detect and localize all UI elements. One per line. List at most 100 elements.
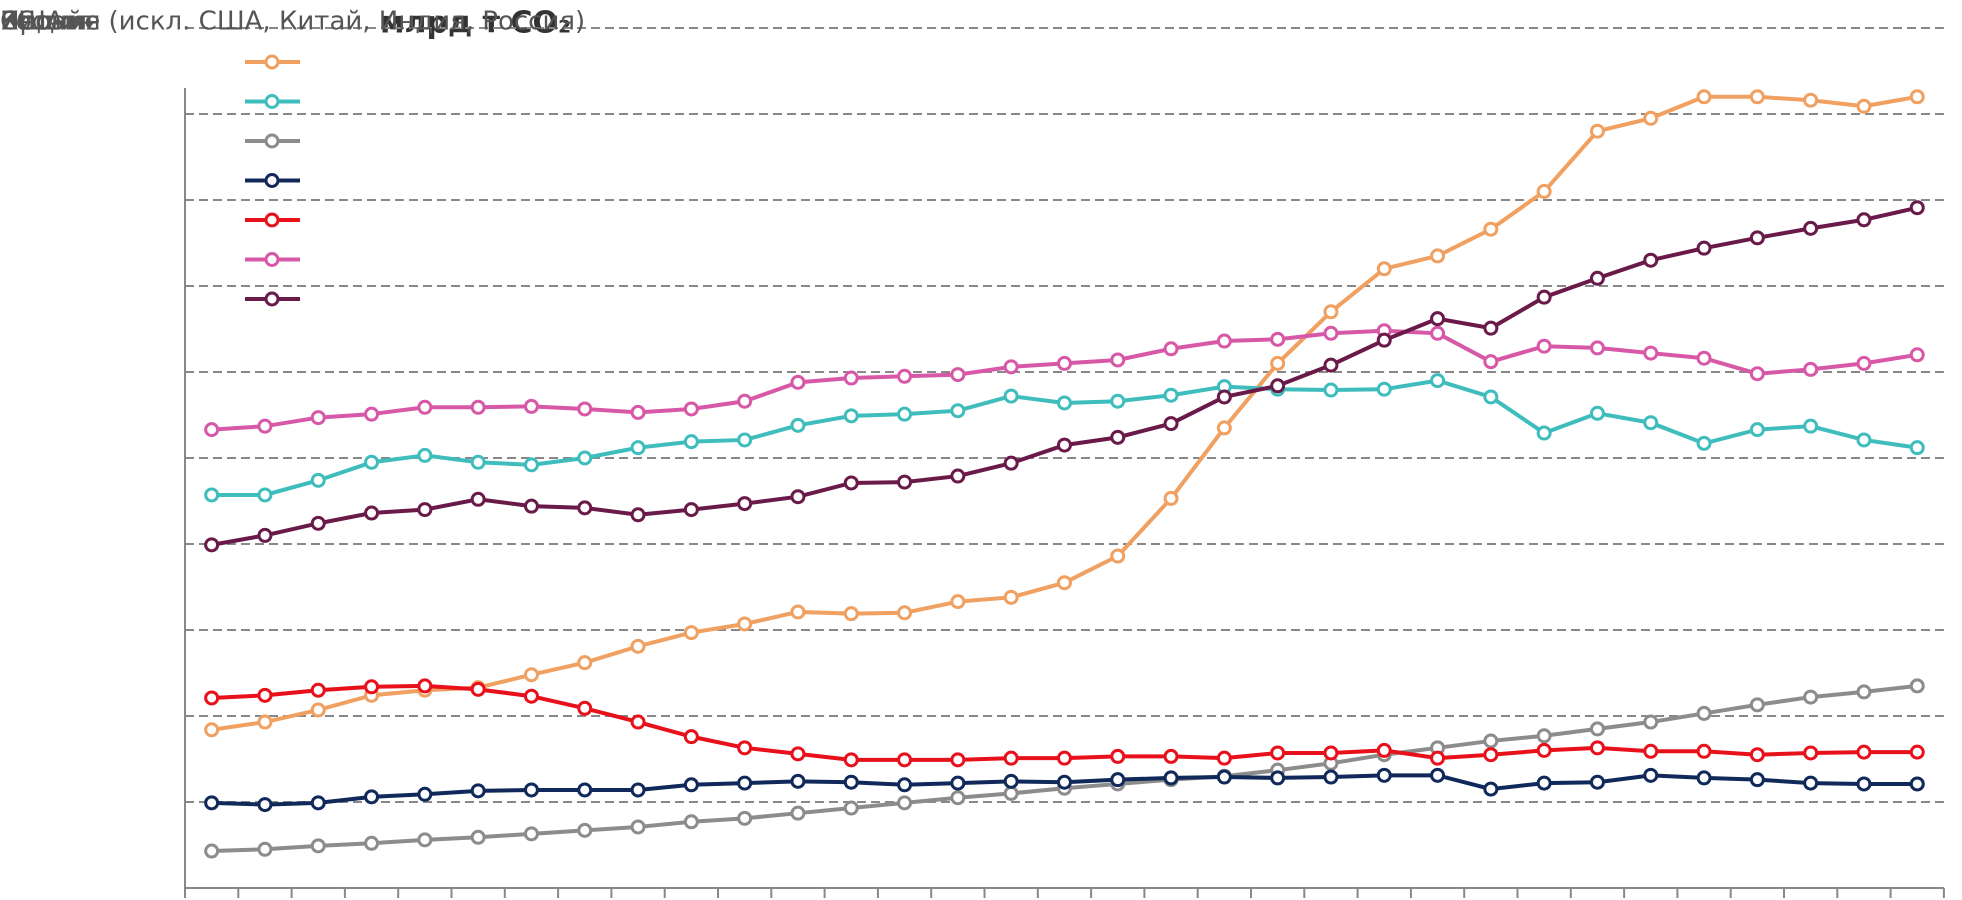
series-line bbox=[211, 683, 1918, 762]
point bbox=[1803, 745, 1819, 761]
point bbox=[1163, 748, 1179, 764]
point bbox=[1696, 350, 1712, 366]
point bbox=[1536, 338, 1552, 354]
point bbox=[897, 777, 913, 793]
point bbox=[1696, 705, 1712, 721]
point bbox=[1216, 750, 1232, 766]
point bbox=[470, 681, 486, 697]
point bbox=[737, 432, 753, 448]
point bbox=[523, 782, 539, 798]
point bbox=[310, 410, 326, 426]
point bbox=[1589, 405, 1605, 421]
legend-label: Япония bbox=[0, 7, 101, 37]
point bbox=[737, 393, 753, 409]
point bbox=[257, 714, 273, 730]
point bbox=[683, 814, 699, 830]
point bbox=[1749, 422, 1765, 438]
legend-label: Индия bbox=[0, 7, 87, 37]
series-line bbox=[211, 94, 1918, 732]
point bbox=[1323, 304, 1339, 320]
point bbox=[843, 408, 859, 424]
point bbox=[417, 786, 433, 802]
point bbox=[310, 838, 326, 854]
point bbox=[1430, 248, 1446, 264]
point bbox=[1909, 440, 1925, 456]
point bbox=[470, 399, 486, 415]
point bbox=[1110, 548, 1126, 564]
series-line bbox=[211, 328, 1918, 432]
point bbox=[1216, 389, 1232, 405]
point bbox=[1536, 742, 1552, 758]
point bbox=[1856, 98, 1872, 114]
point bbox=[630, 404, 646, 420]
legend-label: Прочие (искл. США, Китай, Индия, Россия) bbox=[0, 7, 585, 37]
point bbox=[1909, 89, 1925, 105]
point bbox=[1323, 745, 1339, 761]
point bbox=[364, 454, 380, 470]
point bbox=[843, 752, 859, 768]
point bbox=[630, 507, 646, 523]
point bbox=[1483, 320, 1499, 336]
point bbox=[897, 795, 913, 811]
point bbox=[1003, 589, 1019, 605]
point bbox=[364, 835, 380, 851]
point bbox=[1803, 92, 1819, 108]
point bbox=[470, 491, 486, 507]
point bbox=[1589, 123, 1605, 139]
point bbox=[364, 789, 380, 805]
point bbox=[417, 399, 433, 415]
point bbox=[577, 450, 593, 466]
point bbox=[1803, 361, 1819, 377]
point bbox=[950, 790, 966, 806]
point bbox=[843, 774, 859, 790]
point bbox=[1216, 333, 1232, 349]
legend-label: Китай bbox=[0, 7, 83, 37]
point bbox=[1483, 747, 1499, 763]
point bbox=[1536, 183, 1552, 199]
point bbox=[1430, 373, 1446, 389]
point bbox=[1589, 340, 1605, 356]
point bbox=[1376, 381, 1392, 397]
point bbox=[1483, 221, 1499, 237]
point bbox=[1270, 770, 1286, 786]
point bbox=[1589, 721, 1605, 737]
point bbox=[523, 826, 539, 842]
point bbox=[737, 775, 753, 791]
point bbox=[1163, 490, 1179, 506]
point bbox=[1589, 740, 1605, 756]
point bbox=[843, 800, 859, 816]
point bbox=[204, 422, 220, 438]
point bbox=[523, 498, 539, 514]
point bbox=[683, 625, 699, 641]
point bbox=[1696, 743, 1712, 759]
legend-label: ЕС bbox=[0, 7, 35, 37]
point bbox=[417, 678, 433, 694]
point bbox=[204, 487, 220, 503]
point bbox=[204, 537, 220, 553]
point bbox=[1376, 261, 1392, 277]
point bbox=[1216, 420, 1232, 436]
point bbox=[630, 819, 646, 835]
point bbox=[1483, 389, 1499, 405]
point bbox=[577, 401, 593, 417]
point bbox=[1163, 416, 1179, 432]
point bbox=[204, 843, 220, 859]
legend-label: Россия bbox=[0, 7, 93, 37]
point bbox=[1270, 331, 1286, 347]
point bbox=[1856, 355, 1872, 371]
point bbox=[1110, 772, 1126, 788]
point bbox=[204, 722, 220, 738]
point bbox=[1003, 773, 1019, 789]
point bbox=[683, 777, 699, 793]
point bbox=[364, 679, 380, 695]
point bbox=[950, 468, 966, 484]
point bbox=[257, 797, 273, 813]
legend-marker bbox=[264, 94, 280, 109]
point bbox=[1643, 415, 1659, 431]
point bbox=[310, 515, 326, 531]
series-line bbox=[211, 683, 1918, 854]
chart-title: млрд т CO₂ bbox=[380, 6, 571, 41]
point bbox=[417, 502, 433, 518]
point bbox=[577, 500, 593, 516]
point bbox=[630, 638, 646, 654]
